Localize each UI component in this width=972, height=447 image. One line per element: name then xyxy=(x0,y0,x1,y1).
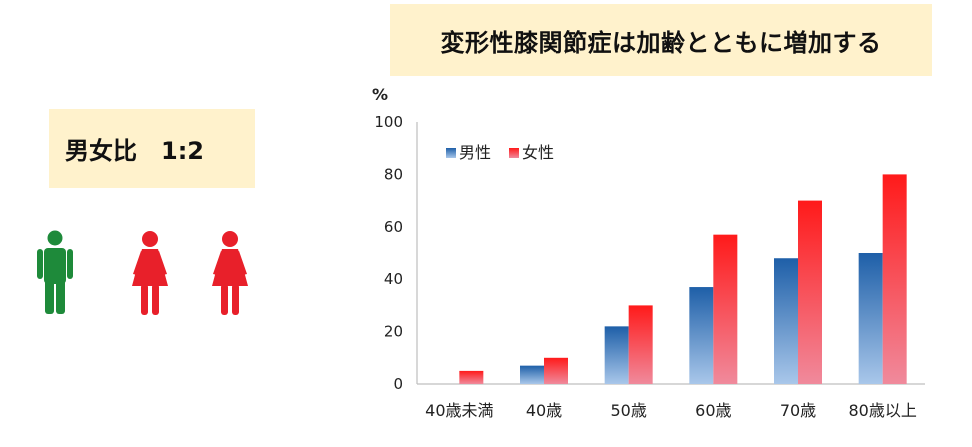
y-tick-label: 60 xyxy=(384,218,403,236)
legend-swatch-male xyxy=(446,148,456,158)
x-category-label: 70歳 xyxy=(780,401,816,420)
x-category-label: 40歳 xyxy=(526,401,562,420)
bar-male xyxy=(604,326,629,384)
bar-male xyxy=(858,253,883,384)
bar-male xyxy=(689,287,714,384)
x-category-label: 40歳未満 xyxy=(425,401,493,420)
ratio-panel: 男女比 1:2 xyxy=(49,109,255,188)
bar-female xyxy=(713,234,738,384)
y-tick-label: 40 xyxy=(384,270,403,288)
bar-male xyxy=(520,365,544,384)
bar-female xyxy=(544,357,568,384)
female-person-icon xyxy=(212,231,248,315)
title-banner: 変形性膝関節症は加齢とともに増加する xyxy=(390,4,932,76)
y-tick-label: 0 xyxy=(393,375,403,393)
x-category-label: 80歳以上 xyxy=(848,401,916,420)
y-axis-unit: % xyxy=(372,85,388,104)
bar-female xyxy=(459,370,484,384)
bar-male xyxy=(774,258,798,384)
legend: 男性 女性 xyxy=(446,143,554,162)
bar-female xyxy=(882,174,907,384)
x-category-label: 50歳 xyxy=(610,401,646,420)
x-category-label: 60歳 xyxy=(695,401,731,420)
male-person-icon xyxy=(37,230,73,314)
sex-ratio-label: 男女比 1:2 xyxy=(65,137,204,165)
y-tick-label: 80 xyxy=(384,165,403,183)
bar-female xyxy=(798,200,822,384)
legend-swatch-female xyxy=(509,148,519,158)
y-tick-label: 100 xyxy=(374,113,403,131)
bar-female xyxy=(628,305,653,384)
legend-label-female: 女性 xyxy=(522,143,554,162)
female-person-icon xyxy=(132,231,168,315)
chart-title: 変形性膝関節症は加齢とともに増加する xyxy=(440,28,882,57)
y-tick-label: 20 xyxy=(384,323,403,341)
legend-label-male: 男性 xyxy=(459,143,491,162)
